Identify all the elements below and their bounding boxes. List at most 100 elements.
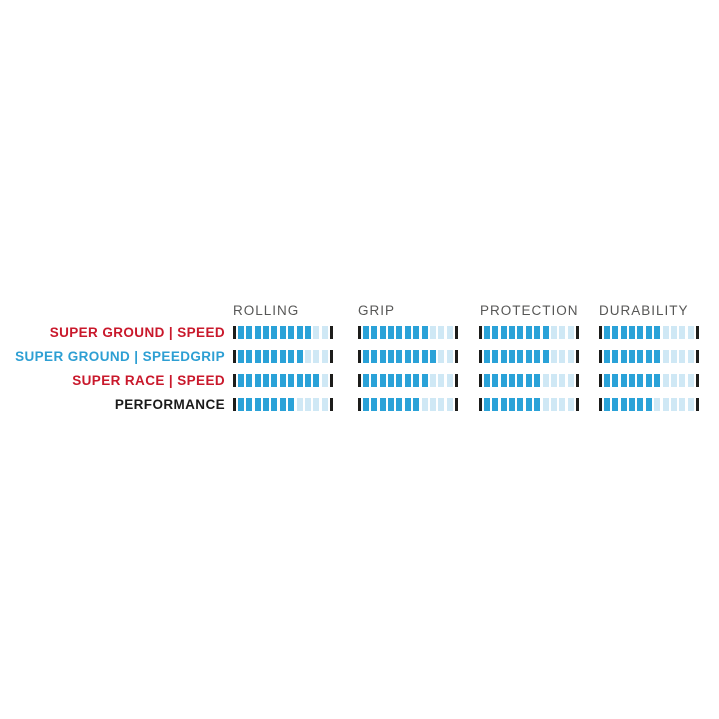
rating-bar [358, 326, 458, 339]
segment-filled [603, 398, 610, 411]
segment-empty [687, 350, 694, 363]
segment-filled [362, 350, 369, 363]
column-header-rolling: ROLLING [233, 303, 300, 318]
segment-filled [254, 326, 261, 339]
segment-filled [305, 374, 312, 387]
bar-end-tick [330, 398, 333, 411]
bar-end-tick [455, 326, 458, 339]
segment-empty [567, 398, 574, 411]
segment-empty [551, 326, 558, 339]
segment-filled [371, 374, 378, 387]
segment-filled [654, 326, 661, 339]
row-label: SUPER GROUND | SPEEDGRIP [15, 349, 225, 364]
bar-start-tick [233, 350, 236, 363]
segment-filled [645, 398, 652, 411]
segment-filled [620, 398, 627, 411]
segment-filled [534, 350, 541, 363]
segment-empty [305, 350, 312, 363]
segment-filled [388, 326, 395, 339]
segment-empty [542, 398, 549, 411]
rating-bar [479, 350, 579, 363]
segment-empty [321, 326, 328, 339]
segment-filled [517, 350, 524, 363]
bar-end-tick [455, 350, 458, 363]
rating-bar [358, 350, 458, 363]
segment-filled [271, 374, 278, 387]
segment-empty [313, 398, 320, 411]
segment-filled [492, 398, 499, 411]
segment-filled [413, 374, 420, 387]
bar-end-tick [576, 374, 579, 387]
segment-filled [492, 326, 499, 339]
row-label: SUPER RACE | SPEED [72, 373, 225, 388]
segment-filled [246, 350, 253, 363]
bar-start-tick [233, 398, 236, 411]
segment-filled [388, 374, 395, 387]
bar-start-tick [358, 374, 361, 387]
segment-filled [654, 374, 661, 387]
rating-bar [479, 398, 579, 411]
segment-filled [534, 374, 541, 387]
segment-filled [603, 350, 610, 363]
segment-empty [654, 398, 661, 411]
segment-filled [271, 326, 278, 339]
segment-filled [517, 374, 524, 387]
bar-start-tick [358, 398, 361, 411]
segment-filled [645, 326, 652, 339]
segment-filled [371, 398, 378, 411]
segment-empty [567, 326, 574, 339]
segment-filled [313, 374, 320, 387]
bar-start-tick [479, 398, 482, 411]
segment-filled [404, 374, 411, 387]
segment-empty [446, 350, 453, 363]
bar-end-tick [455, 374, 458, 387]
segment-empty [567, 374, 574, 387]
row-label: PERFORMANCE [114, 397, 225, 412]
bar-end-tick [330, 350, 333, 363]
segment-filled [517, 326, 524, 339]
segment-empty [671, 326, 678, 339]
segment-filled [500, 350, 507, 363]
segment-filled [237, 398, 244, 411]
bar-end-tick [696, 350, 699, 363]
segment-filled [288, 374, 295, 387]
segment-empty [446, 398, 453, 411]
segment-empty [559, 374, 566, 387]
bar-start-tick [358, 350, 361, 363]
segment-filled [525, 398, 532, 411]
rating-bar [599, 326, 699, 339]
segment-filled [483, 350, 490, 363]
segment-empty [679, 398, 686, 411]
segment-filled [483, 374, 490, 387]
segment-empty [313, 350, 320, 363]
segment-filled [379, 398, 386, 411]
segment-filled [542, 350, 549, 363]
segment-filled [296, 326, 303, 339]
segment-empty [438, 350, 445, 363]
segment-filled [296, 374, 303, 387]
bar-end-tick [576, 398, 579, 411]
segment-empty [662, 350, 669, 363]
rating-bar [599, 374, 699, 387]
bar-start-tick [233, 374, 236, 387]
segment-filled [500, 398, 507, 411]
segment-filled [483, 326, 490, 339]
chart-row: SUPER GROUND | SPEED [0, 326, 719, 340]
segment-filled [246, 398, 253, 411]
segment-filled [246, 326, 253, 339]
bar-start-tick [479, 374, 482, 387]
segment-filled [404, 350, 411, 363]
segment-filled [254, 398, 261, 411]
segment-filled [612, 326, 619, 339]
segment-filled [279, 398, 286, 411]
rating-bar [233, 326, 333, 339]
segment-filled [645, 374, 652, 387]
bar-start-tick [233, 326, 236, 339]
segment-filled [509, 326, 516, 339]
segment-empty [551, 374, 558, 387]
segment-filled [534, 326, 541, 339]
segment-empty [321, 374, 328, 387]
segment-filled [620, 374, 627, 387]
segment-filled [371, 326, 378, 339]
